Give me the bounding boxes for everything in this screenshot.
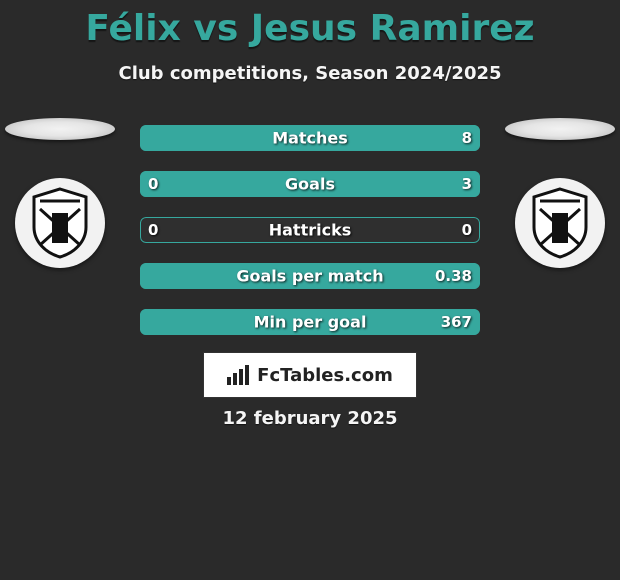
stat-label: Goals per match xyxy=(236,267,383,286)
brand-badge: FcTables.com xyxy=(203,352,417,398)
stat-label: Hattricks xyxy=(269,221,352,240)
stat-value-right: 367 xyxy=(441,313,472,331)
club-crest-right xyxy=(515,178,605,268)
stat-row: Min per goal 367 xyxy=(140,309,480,335)
stat-label: Matches xyxy=(272,129,348,148)
shield-icon xyxy=(530,187,590,259)
chart-icon xyxy=(227,365,251,385)
stat-label: Goals xyxy=(285,175,335,194)
stat-value-right: 0 xyxy=(462,221,472,239)
stat-value-left: 0 xyxy=(148,221,158,239)
stat-value-left: 0 xyxy=(148,175,158,193)
player-right-column xyxy=(500,118,620,268)
shield-icon xyxy=(30,187,90,259)
page-title: Félix vs Jesus Ramirez xyxy=(0,0,620,49)
player-left-column xyxy=(0,118,120,268)
club-crest-left xyxy=(15,178,105,268)
subtitle: Club competitions, Season 2024/2025 xyxy=(0,63,620,84)
player-right-placeholder xyxy=(505,118,615,140)
stats-container: Matches 8 Goals 0 3 Hattricks 0 0 Goals per matc… xyxy=(140,125,480,355)
date-text: 12 february 2025 xyxy=(0,408,620,429)
stat-value-right: 0.38 xyxy=(435,267,472,285)
stat-label: Min per goal xyxy=(254,313,367,332)
stat-row: Goals per match 0.38 xyxy=(140,263,480,289)
stat-row: Goals 0 3 xyxy=(140,171,480,197)
stat-value-right: 8 xyxy=(462,129,472,147)
brand-text: FcTables.com xyxy=(257,365,393,386)
stat-value-right: 3 xyxy=(462,175,472,193)
player-left-placeholder xyxy=(5,118,115,140)
stat-row: Matches 8 xyxy=(140,125,480,151)
stat-row: Hattricks 0 0 xyxy=(140,217,480,243)
